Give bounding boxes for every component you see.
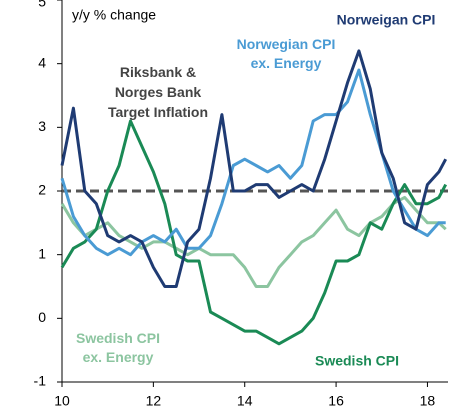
- y-tick-label: -1: [34, 373, 47, 389]
- series-label: Swedish CPI: [315, 353, 399, 369]
- y-tick-label: 0: [38, 309, 46, 325]
- x-tick-label: 10: [54, 393, 70, 409]
- y-axis-label: y/y % change: [72, 7, 156, 23]
- y-tick-label: 3: [38, 118, 46, 134]
- x-tick-label: 14: [237, 393, 253, 409]
- series-label: Norweigan CPI: [337, 12, 436, 28]
- series-line: [60, 68, 446, 257]
- y-tick-label: 2: [38, 182, 46, 198]
- annotation: Riksbank & Norges Bank Target Inflation: [108, 64, 208, 120]
- y-tick-label: 4: [38, 54, 46, 70]
- series-label: Norwegian CPI ex. Energy: [237, 36, 336, 71]
- y-tick-label: 5: [38, 0, 46, 10]
- x-tick-label: 12: [146, 393, 162, 409]
- y-tick-label: 1: [38, 245, 46, 261]
- x-tick-label: 16: [328, 393, 344, 409]
- series-line: [60, 195, 447, 288]
- series-line: [60, 119, 448, 346]
- x-tick-label: 18: [420, 393, 436, 409]
- series-label: Swedish CPI ex. Energy: [76, 330, 160, 365]
- series-line: [60, 49, 448, 288]
